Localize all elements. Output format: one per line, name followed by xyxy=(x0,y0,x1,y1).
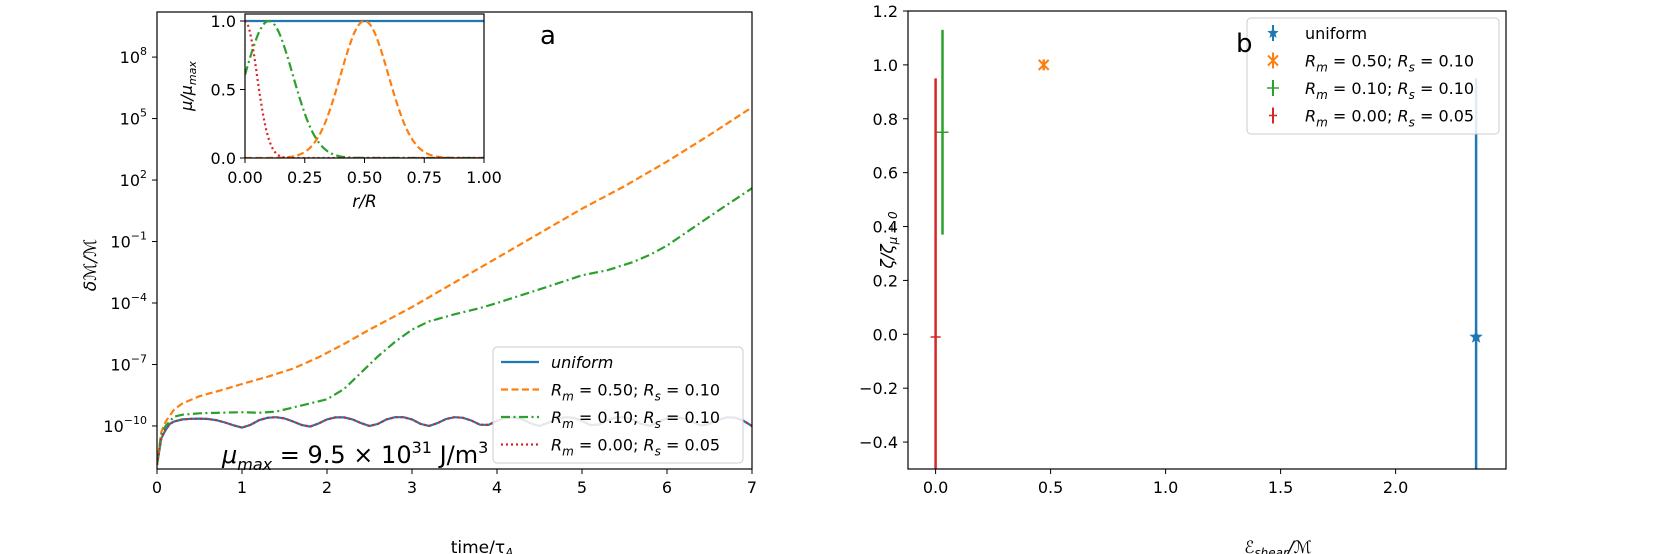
annotation-mu-sub: max xyxy=(237,455,272,474)
inset-bg xyxy=(245,14,484,158)
inset-x-tick-label: 0.50 xyxy=(347,168,383,187)
b-x-tick-label: 0.0 xyxy=(923,478,948,497)
xlabel-sub: A xyxy=(504,546,513,554)
panel-b-ylabel: ζ/ζμ = 0 xyxy=(878,211,900,270)
x-tick-label: 0 xyxy=(152,478,162,497)
legend-box xyxy=(492,346,744,464)
legend-b-label-uniform: uniform xyxy=(1305,24,1367,43)
b-ylabel-main: ζ/ζ xyxy=(878,243,898,270)
xlabel-main: time/τ xyxy=(451,538,505,554)
x-tick-label: 3 xyxy=(407,478,417,497)
legend-label-uniform: uniform xyxy=(551,353,613,372)
legend-label-rm000: Rm = 0.00; Rs = 0.05 xyxy=(551,436,720,459)
b-y-tick-label: 0.2 xyxy=(873,271,898,290)
b-xlabel-main: ℰ xyxy=(1244,538,1254,554)
b-y-tick-label: 1.2 xyxy=(873,2,898,21)
legend-label-rm050: Rm = 0.50; Rs = 0.10 xyxy=(551,381,720,404)
inset-xlabel: r/R xyxy=(352,192,377,212)
panel-a-ylabel: δℳ/ℳ xyxy=(81,239,101,292)
y-tick-label: 10−1 xyxy=(110,230,147,252)
x-tick-label: 1 xyxy=(237,478,247,497)
b-y-tick-label: 0.8 xyxy=(873,110,898,129)
x-tick-label: 5 xyxy=(577,478,587,497)
inset-x-tick-label: 1.00 xyxy=(466,168,502,187)
panel-a-label: a xyxy=(540,21,556,51)
y-tick-label: 10−4 xyxy=(110,291,147,313)
axes-frame-b xyxy=(907,10,1507,470)
inset-y-tick-label: 1.0 xyxy=(211,12,236,31)
b-y-tick-label: 1.0 xyxy=(873,56,898,75)
series-line-rm010 xyxy=(157,187,752,466)
panel-a-legend: uniform Rm = 0.50; Rs = 0.10 Rm = 0.10; Rs… xyxy=(492,346,744,464)
axes-frame xyxy=(156,11,753,470)
b-xlabel-rest: /ℳ xyxy=(1286,538,1312,554)
y-tick-label: 108 xyxy=(120,45,147,67)
panel-b-plot-area: 0.0 0.5 1.0 1.5 2.0 1.2 1.0 0.8 0.6 0.4 0.2 0.0 −0.2… xyxy=(859,2,1507,497)
panel-a-xlabel: time/τA xyxy=(451,538,514,554)
x-tick-label: 6 xyxy=(662,478,672,497)
panel-a-plot-area: 0 1 2 3 4 5 6 7 108 105 102 10−1 10−4 10−7 10−10 xyxy=(103,11,757,497)
b-y-tick-label: 0.6 xyxy=(873,164,898,183)
legend-b-label-rm010: Rm = 0.10; Rs = 0.10 xyxy=(1305,79,1474,102)
panel-a-annotation: μmax = 9.5 × 1031 J/m3 xyxy=(221,438,488,474)
inset-y-tick-label: 0.5 xyxy=(211,81,236,100)
panel-b: 0.0 0.5 1.0 1.5 2.0 1.2 1.0 0.8 0.6 0.4 0.2 0.0 −0.2… xyxy=(859,2,1507,554)
b-y-tick-label: 0.0 xyxy=(873,325,898,344)
inset-x-tick-label: 0.25 xyxy=(287,168,323,187)
b-x-tick-label: 1.0 xyxy=(1153,478,1178,497)
inset-y-tick-label: 0.0 xyxy=(211,149,236,168)
inset-x-tick-label: 0.00 xyxy=(227,168,263,187)
annotation-value: = 9.5 × 10 xyxy=(272,441,411,469)
x-tick-label: 7 xyxy=(747,478,757,497)
marker-uniform xyxy=(1469,330,1483,343)
panel-b-legend: uniform Rm = 0.50; Rs = 0.10 Rm = 0.10; Rs… xyxy=(1246,17,1500,135)
panel-b-xlabel: ℰshear/ℳ xyxy=(1244,538,1312,554)
annotation-mu: μ xyxy=(221,441,237,469)
x-tick-label: 2 xyxy=(322,478,332,497)
legend-b-marker-rm050 xyxy=(1267,54,1279,67)
y-tick-label: 10−7 xyxy=(110,352,147,374)
b-x-tick-label: 2.0 xyxy=(1383,478,1408,497)
b-y-tick-label: −0.2 xyxy=(859,379,898,398)
annotation-exp: 31 xyxy=(412,438,432,457)
b-y-tick-label: −0.4 xyxy=(859,433,898,452)
b-ylabel-sub: μ = 0 xyxy=(886,211,900,245)
inset-x-tick-label: 0.75 xyxy=(406,168,442,187)
inset-line-rm010 xyxy=(245,19,484,158)
annotation-unit: J/m xyxy=(432,441,478,469)
legend-b-marker-uniform xyxy=(1267,27,1279,38)
series-line-rm050 xyxy=(157,106,752,466)
panel-a-inset: 0.00 0.25 0.50 0.75 1.00 0.0 0.5 1.0 r/R μ/μmax xyxy=(177,12,502,212)
legend-label-rm010: Rm = 0.10; Rs = 0.10 xyxy=(551,408,720,431)
b-xlabel-sub: shear xyxy=(1254,546,1289,554)
legend-b-label-rm000: Rm = 0.00; Rs = 0.05 xyxy=(1305,107,1474,130)
legend-b-box xyxy=(1246,17,1500,135)
b-x-tick-label: 0.5 xyxy=(1038,478,1063,497)
x-tick-label: 4 xyxy=(492,478,502,497)
y-tick-label: 10−10 xyxy=(103,414,147,436)
legend-b-label-rm050: Rm = 0.50; Rs = 0.10 xyxy=(1305,52,1474,75)
annotation-unit-exp: 3 xyxy=(478,438,488,457)
marker-rm050 xyxy=(1037,59,1050,71)
b-x-tick-label: 1.5 xyxy=(1268,478,1293,497)
inset-ylabel: μ/μmax xyxy=(177,61,199,112)
b-y-tick-label: 0.4 xyxy=(873,218,898,237)
y-tick-label: 105 xyxy=(120,107,147,129)
y-tick-label: 102 xyxy=(120,168,147,190)
panel-b-label: b xyxy=(1236,29,1253,59)
